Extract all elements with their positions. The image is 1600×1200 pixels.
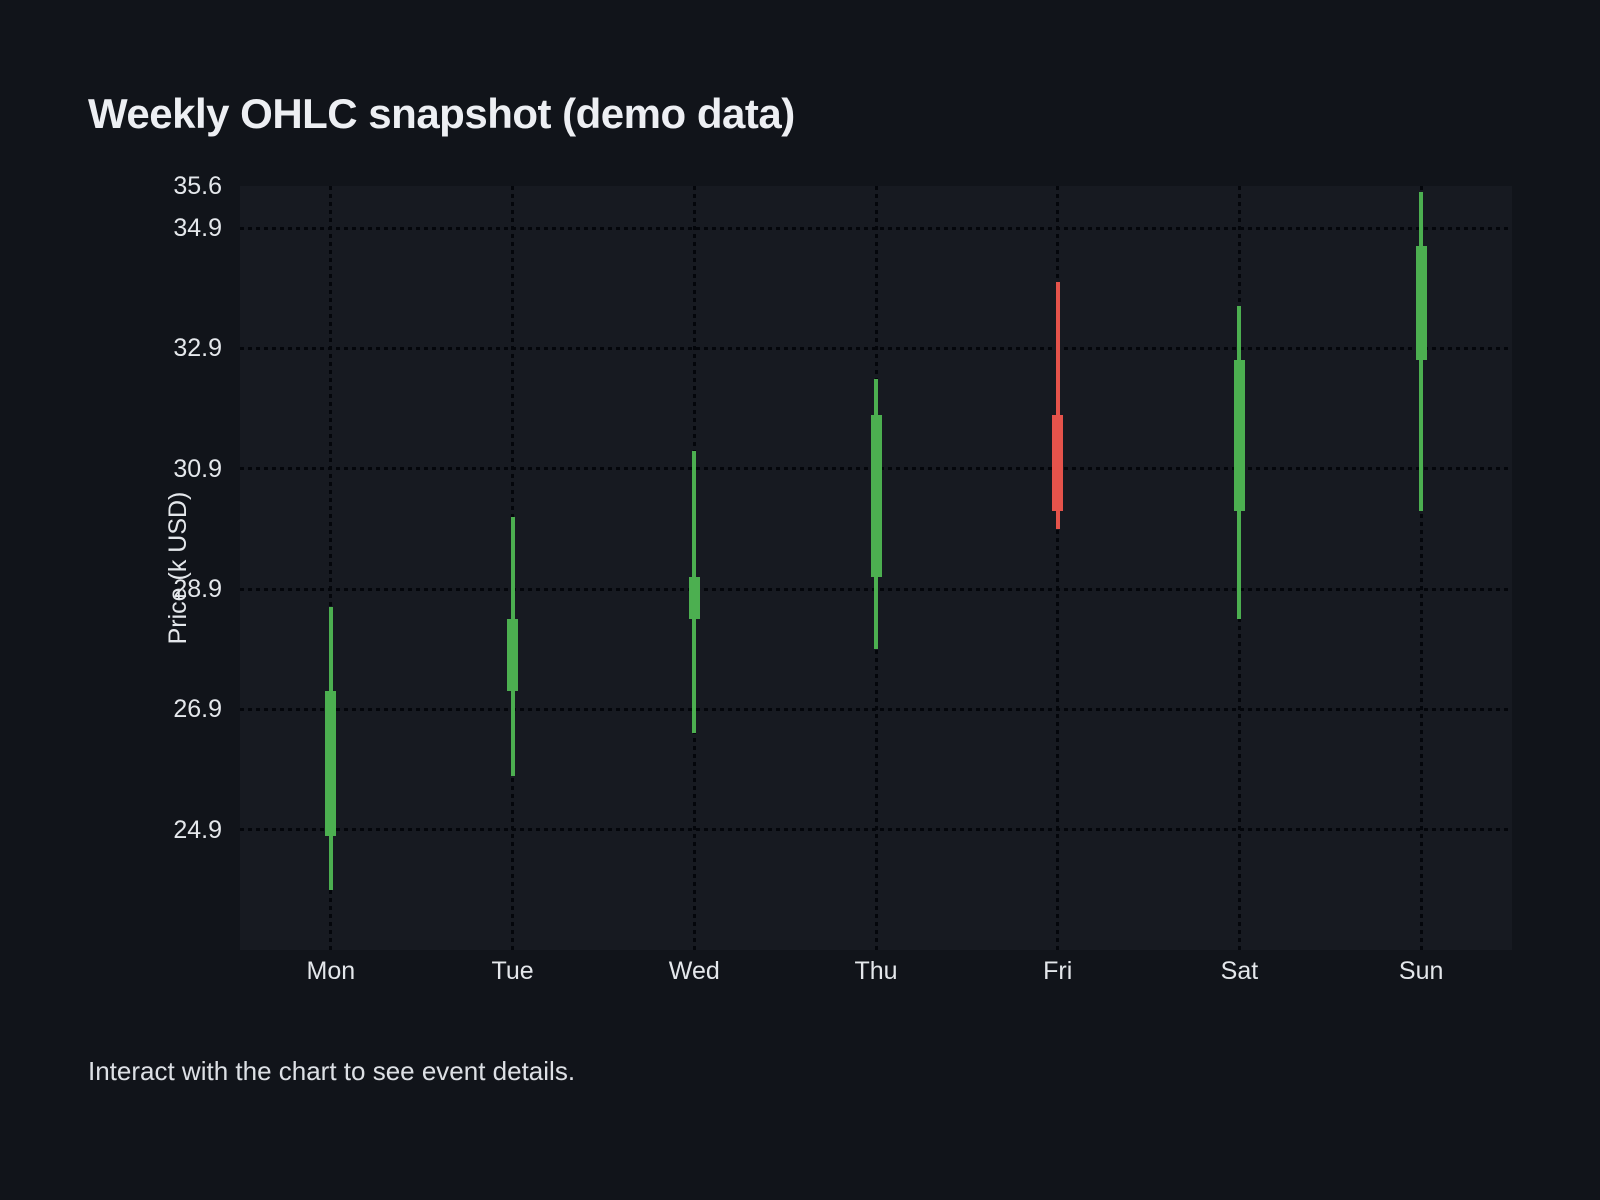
y-tick-label: 28.9 bbox=[173, 575, 222, 604]
v-gridline bbox=[1419, 186, 1423, 950]
chart-title: Weekly OHLC snapshot (demo data) bbox=[88, 90, 795, 137]
y-tick-label: 24.9 bbox=[173, 815, 222, 844]
x-tick-label-mon: Mon bbox=[306, 957, 356, 985]
x-tick-label-thu: Thu bbox=[854, 957, 898, 985]
x-tick-label-wed: Wed bbox=[668, 957, 720, 985]
candle-body bbox=[1233, 360, 1245, 511]
y-tick-label: 32.9 bbox=[173, 334, 222, 363]
candle-body bbox=[1415, 246, 1427, 361]
x-tick-label-fri: Fri bbox=[1043, 957, 1073, 985]
y-tick-label: 34.9 bbox=[173, 214, 222, 243]
y-tick-label: 35.6 bbox=[173, 172, 222, 200]
v-gridline bbox=[329, 186, 333, 950]
x-tick-label-sun: Sun bbox=[1398, 957, 1444, 985]
y-axis-title: Price (k USD) bbox=[163, 491, 192, 645]
y-tick-label: 30.9 bbox=[173, 454, 222, 483]
y-tick-label: 26.9 bbox=[173, 695, 222, 724]
candle-body bbox=[688, 577, 700, 620]
candle-body bbox=[1052, 414, 1064, 511]
x-tick-label-sat: Sat bbox=[1220, 957, 1259, 985]
footer-note: Interact with the chart to see event det… bbox=[88, 1056, 576, 1086]
x-tick-label-tue: Tue bbox=[491, 957, 534, 985]
candle-wick bbox=[1055, 282, 1060, 529]
candle-body bbox=[507, 619, 519, 692]
candle-body bbox=[870, 414, 882, 578]
v-gridline bbox=[1056, 186, 1060, 950]
candle-body bbox=[325, 691, 337, 836]
